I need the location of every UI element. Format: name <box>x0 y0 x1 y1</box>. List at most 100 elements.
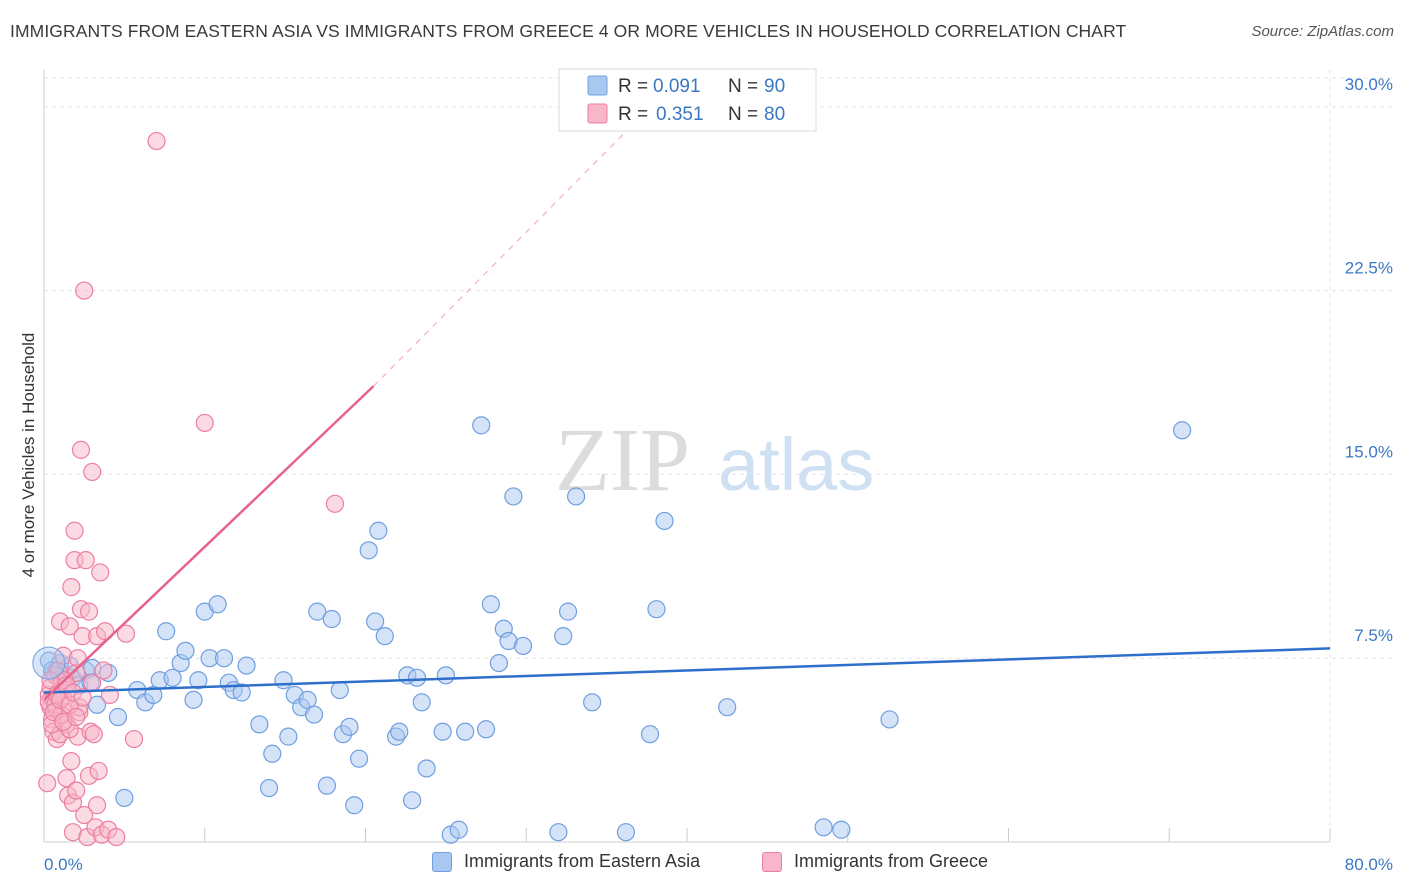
data-point <box>60 617 79 636</box>
trend-line-blue <box>43 647 1331 694</box>
bottom-legend-item-greece: Immigrants from Greece <box>762 851 988 872</box>
watermark: ZIP atlas <box>555 411 874 510</box>
data-point <box>67 707 86 727</box>
data-point <box>75 805 94 825</box>
data-point <box>195 413 214 433</box>
data-point <box>62 578 81 597</box>
chart-title: IMMIGRANTS FROM EASTERN ASIA VS IMMIGRAN… <box>10 21 1127 41</box>
data-point <box>73 688 92 707</box>
data-point <box>513 636 533 656</box>
data-point <box>433 722 452 741</box>
data-point <box>250 715 269 734</box>
data-point <box>147 131 166 151</box>
data-point <box>549 823 568 842</box>
series-blue <box>39 416 1192 844</box>
data-point <box>345 796 364 815</box>
data-point <box>558 602 578 621</box>
data-point <box>436 666 455 685</box>
data-point <box>91 563 110 582</box>
data-point <box>259 778 279 798</box>
watermark-atlas: atlas <box>718 423 874 506</box>
data-point <box>456 722 475 741</box>
data-point <box>880 710 899 729</box>
data-point <box>304 705 324 724</box>
data-point-cluster <box>32 646 66 680</box>
data-point <box>208 595 227 614</box>
data-point <box>616 823 636 842</box>
data-point <box>1173 421 1192 440</box>
trend-layer <box>43 69 1331 701</box>
y-tick-label: 7.5% <box>1354 626 1393 645</box>
bottom-legend: Immigrants from Eastern Asia Immigrants … <box>0 851 1406 879</box>
data-point <box>349 749 369 768</box>
data-point <box>390 722 409 741</box>
bottom-legend-swatch-blue <box>432 851 452 872</box>
legend-n-value-1: 90 <box>764 76 785 97</box>
data-point <box>554 627 573 646</box>
legend-n-label-2: N = <box>728 104 758 125</box>
legend-r-label-2: R = <box>618 104 648 125</box>
data-point <box>472 416 491 435</box>
data-point <box>157 622 176 641</box>
bottom-legend-swatch-pink <box>762 851 782 872</box>
data-point <box>325 494 345 513</box>
data-point <box>176 641 195 660</box>
data-point <box>412 693 431 712</box>
legend-r-value-2: 0.351 <box>656 104 704 125</box>
bottom-legend-item-eastern-asia: Immigrants from Eastern Asia <box>432 851 700 872</box>
data-point <box>75 281 94 300</box>
legend: R = 0.091 N = 90 R = 0.351 N = 80 <box>558 68 817 132</box>
data-point <box>369 521 388 540</box>
data-point <box>308 602 327 621</box>
y-tick-label: 30.0% <box>1345 75 1393 94</box>
data-point <box>214 649 234 668</box>
bottom-legend-label-eastern-asia: Immigrants from Eastern Asia <box>464 851 701 871</box>
x-tick-label: 0.0% <box>44 855 83 874</box>
data-point <box>67 781 86 800</box>
y-tick-label: 22.5% <box>1345 259 1393 278</box>
data-point <box>232 683 251 702</box>
data-point <box>340 717 359 736</box>
data-point <box>84 725 103 744</box>
data-point <box>62 752 81 771</box>
legend-swatch-pink <box>587 103 608 124</box>
chart-source: Source: ZipAtlas.com <box>1251 23 1394 40</box>
data-point <box>184 690 203 709</box>
legend-swatch-blue <box>587 75 608 96</box>
data-point <box>163 668 182 687</box>
data-point <box>375 627 394 646</box>
data-point <box>237 656 256 675</box>
data-point <box>68 649 87 668</box>
data-point <box>330 680 349 700</box>
data-point <box>489 653 509 673</box>
data-point <box>640 725 660 744</box>
data-point <box>107 827 126 847</box>
data-point <box>89 761 108 781</box>
data-point <box>449 820 468 839</box>
data-point <box>647 600 666 619</box>
data-point <box>87 796 107 815</box>
data-point <box>476 720 496 739</box>
data-point <box>814 818 833 837</box>
data-point <box>359 541 378 560</box>
data-point <box>504 487 523 506</box>
bottom-legend-label-greece: Immigrants from Greece <box>794 851 989 871</box>
trend-extension-pink <box>373 69 688 387</box>
data-point <box>403 791 422 810</box>
data-point <box>655 511 674 531</box>
data-point <box>115 788 134 807</box>
data-point <box>407 668 427 687</box>
data-point <box>79 602 99 621</box>
data-point <box>317 776 337 795</box>
data-point <box>566 487 586 506</box>
data-point <box>124 729 144 749</box>
grid-layer <box>44 70 1392 842</box>
series-pink <box>38 131 345 847</box>
axis-layer: 7.5% 15.0% 22.5% 30.0% 0.0% 80.0% <box>43 70 1393 874</box>
data-point <box>417 759 436 778</box>
data-point <box>279 727 298 746</box>
data-point <box>94 661 113 680</box>
data-point <box>274 671 293 690</box>
data-point <box>71 440 91 459</box>
